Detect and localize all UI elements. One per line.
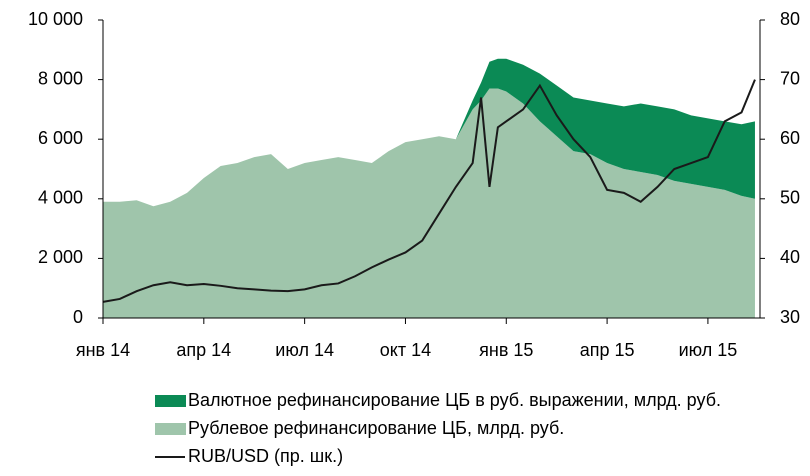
x-tick-label: янв 15 xyxy=(479,340,533,360)
legend-label: Рублевое рефинансирование ЦБ, млрд. руб. xyxy=(188,418,564,438)
legend-label: Валютное рефинансирование ЦБ в руб. выра… xyxy=(188,390,721,410)
x-tick-label: апр 14 xyxy=(176,340,231,360)
legend-label: RUB/USD (пр. шк.) xyxy=(188,446,343,466)
y-tick-label: 8 000 xyxy=(38,68,83,88)
area xyxy=(103,88,755,318)
x-tick-label: апр 15 xyxy=(580,340,635,360)
y2-tick-label: 70 xyxy=(780,68,800,88)
y-tick-label: 0 xyxy=(73,307,83,327)
area xyxy=(103,58,755,207)
y2-tick-label: 40 xyxy=(780,247,800,267)
y-tick-label: 6 000 xyxy=(38,128,83,148)
x-tick-label: июл 14 xyxy=(275,340,334,360)
y2-tick-label: 80 xyxy=(780,9,800,29)
y-tick-label: 2 000 xyxy=(38,247,83,267)
legend-swatch xyxy=(155,423,186,435)
y-tick-label: 10 000 xyxy=(28,9,83,29)
y2-tick-label: 50 xyxy=(780,188,800,208)
x-tick-label: янв 14 xyxy=(76,340,130,360)
x-tick-label: июл 15 xyxy=(679,340,738,360)
legend-swatch xyxy=(155,395,186,407)
x-tick-label: окт 14 xyxy=(380,340,431,360)
y2-tick-label: 60 xyxy=(780,128,800,148)
rub-usd-line xyxy=(102,79,756,303)
y2-tick-label: 30 xyxy=(780,307,800,327)
y-tick-label: 4 000 xyxy=(38,188,83,208)
